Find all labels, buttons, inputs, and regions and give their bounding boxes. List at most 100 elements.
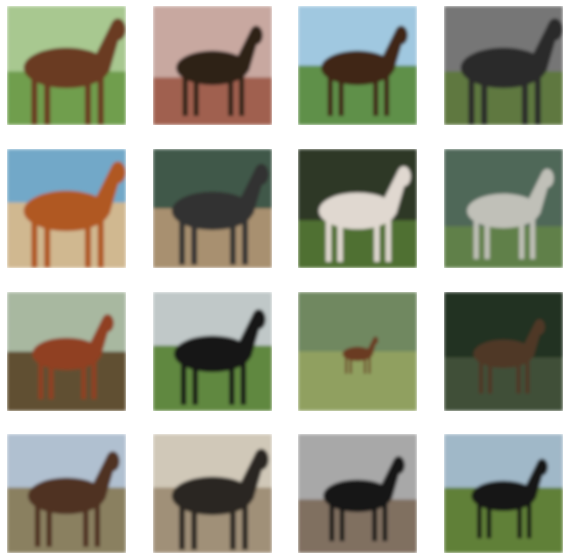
horse-leg: [192, 361, 198, 405]
horse-leg: [385, 218, 392, 262]
photo-content: [153, 292, 272, 411]
photo-content: [153, 434, 272, 553]
horse-leg: [481, 75, 488, 125]
horse-leg: [521, 75, 528, 125]
horse-leg: [34, 503, 41, 547]
photo-content: [153, 6, 272, 125]
horse-leg: [525, 359, 530, 394]
ground: [153, 77, 272, 125]
photo-tile: [7, 6, 126, 125]
photo-tile: [444, 149, 563, 268]
horse-leg: [81, 360, 87, 400]
photo-content: [7, 292, 126, 411]
horse-leg: [242, 218, 248, 265]
horse-leg: [191, 218, 198, 265]
photo-content: [153, 149, 272, 268]
photo-tile: [7, 292, 126, 411]
horse-head: [372, 336, 379, 345]
horse-leg: [486, 501, 492, 539]
photo-tile: [298, 292, 417, 411]
horse-leg: [38, 360, 44, 400]
horse-leg: [368, 356, 371, 374]
horse-head: [547, 18, 563, 41]
horse-head: [110, 18, 126, 41]
horse-leg: [519, 217, 525, 260]
photo-content: [7, 149, 126, 268]
horse-leg: [363, 356, 367, 374]
horse-leg: [91, 360, 97, 400]
photo-tile: [153, 292, 272, 411]
horse-leg: [31, 218, 38, 268]
horse-leg: [240, 361, 247, 405]
photo-tile: [298, 149, 417, 268]
horse-head: [396, 166, 411, 187]
photo-tile: [444, 434, 563, 553]
photo-content: [298, 149, 417, 268]
photo-tile: [153, 6, 272, 125]
horse-leg: [193, 74, 199, 117]
horse-head: [394, 25, 408, 45]
photo-tile: [298, 434, 417, 553]
horse-leg: [372, 502, 378, 542]
photo-tile: [7, 434, 126, 553]
horse-head: [254, 163, 269, 185]
horse-leg: [325, 218, 332, 262]
photo-tile: [7, 149, 126, 268]
horse-leg: [46, 503, 52, 547]
horse-head: [249, 25, 263, 45]
horse-head: [392, 456, 405, 475]
photo-content: [7, 6, 126, 125]
photo-content: [7, 434, 126, 553]
horse-leg: [191, 503, 198, 550]
background: [298, 292, 417, 356]
photo-content: [298, 292, 417, 411]
photo-content: [444, 292, 563, 411]
ground: [298, 351, 417, 411]
horse-leg: [229, 361, 235, 405]
horse-head: [110, 161, 126, 184]
photo-tile: [444, 292, 563, 411]
horse-leg: [179, 218, 185, 265]
horse-leg: [83, 503, 89, 547]
horse-leg: [345, 356, 348, 374]
horse-leg: [477, 501, 482, 539]
horse-leg: [530, 217, 536, 260]
ground: [444, 226, 563, 268]
horse-leg: [516, 359, 521, 394]
horse-leg: [228, 74, 234, 117]
horse-leg: [534, 75, 541, 125]
horse-leg: [239, 74, 245, 117]
horse-leg: [338, 74, 344, 117]
horse-leg: [84, 75, 91, 125]
horse-leg: [44, 75, 51, 125]
horse-leg: [468, 75, 475, 125]
photo-tile: [153, 434, 272, 553]
horse-leg: [327, 74, 333, 117]
horse-leg: [339, 502, 345, 542]
horse-leg: [384, 74, 390, 117]
horse-head: [105, 451, 120, 472]
horse-leg: [229, 218, 236, 265]
horse-leg: [97, 218, 104, 268]
horse-leg: [242, 503, 248, 550]
horse-head: [251, 309, 266, 330]
photo-tile: [153, 149, 272, 268]
horse-leg: [382, 502, 388, 542]
photo-content: [444, 6, 563, 125]
photo-content: [298, 6, 417, 125]
horse-leg: [44, 218, 51, 268]
horse-leg: [31, 75, 38, 125]
horse-leg: [526, 501, 532, 539]
horse-head: [254, 448, 269, 470]
horse-leg: [229, 503, 236, 550]
horse-leg: [517, 501, 522, 539]
horse-leg: [94, 503, 101, 547]
photo-content: [444, 149, 563, 268]
horse-head: [540, 168, 554, 188]
horse-leg: [48, 360, 54, 400]
horse-leg: [84, 218, 91, 268]
horse-head: [534, 319, 545, 335]
horse-leg: [337, 218, 343, 262]
